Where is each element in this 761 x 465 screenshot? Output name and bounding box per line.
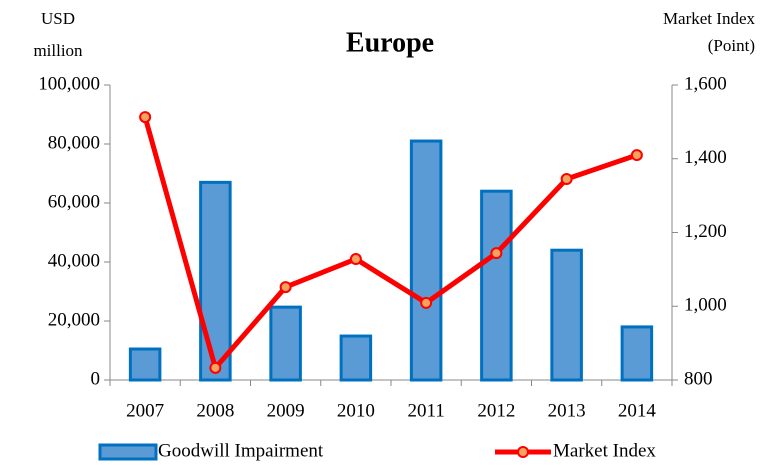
x-tick-label: 2014 [618, 400, 657, 421]
legend-label: Goodwill Impairment [158, 440, 324, 461]
marker [490, 247, 503, 260]
bar [199, 180, 232, 382]
y-tick-label: 100,000 [38, 73, 100, 94]
marker [279, 281, 292, 294]
bar [480, 189, 513, 382]
y2-tick-label: 1,200 [684, 221, 727, 242]
x-tick-label: 2008 [196, 400, 234, 421]
y2-tick-label: 1,000 [684, 295, 727, 316]
y2-axis-title: (Point) [708, 36, 755, 55]
y2-tick-label: 800 [684, 368, 713, 389]
y-axis-title: million [33, 41, 83, 60]
marker [420, 296, 433, 309]
marker [630, 149, 643, 162]
marker [349, 253, 362, 266]
legend-label: Market Index [553, 440, 656, 461]
y2-tick-label: 1,400 [684, 147, 727, 168]
bar [550, 248, 583, 382]
marker [209, 361, 222, 374]
legend-marker [517, 446, 529, 458]
bar [128, 347, 162, 382]
y2-tick-label: 1,600 [684, 73, 727, 94]
bar [409, 139, 443, 382]
legend-swatch [98, 443, 158, 461]
y-tick-label: 60,000 [48, 191, 100, 212]
y-tick-label: 40,000 [48, 250, 100, 271]
x-tick-label: 2011 [407, 400, 444, 421]
y-tick-label: 0 [91, 368, 101, 389]
y-axis-title: USD [41, 9, 75, 28]
x-tick-label: 2010 [337, 400, 375, 421]
bar [339, 334, 373, 382]
chart-title: Europe [346, 27, 434, 58]
y-tick-label: 80,000 [48, 132, 100, 153]
marker [560, 173, 573, 186]
x-tick-label: 2012 [477, 400, 515, 421]
y2-axis-title: Market Index [663, 9, 756, 28]
x-tick-label: 2009 [267, 400, 305, 421]
bar [620, 325, 654, 382]
y-tick-label: 20,000 [48, 309, 100, 330]
line [142, 116, 638, 371]
bar [269, 305, 302, 382]
x-tick-label: 2007 [126, 400, 164, 421]
marker [139, 111, 152, 124]
x-tick-label: 2013 [548, 400, 586, 421]
